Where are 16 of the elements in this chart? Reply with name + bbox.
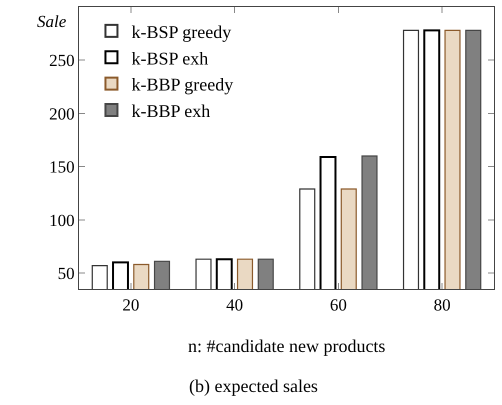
legend-label: k-BSP exh — [131, 48, 208, 68]
x-tick-label: 20 — [122, 295, 140, 314]
x-tick-label: 40 — [226, 295, 244, 314]
y-axis-title: Sale — [37, 12, 67, 31]
x-tick-label: 80 — [434, 295, 451, 314]
x-axis-title: n: #candidate new products — [188, 336, 386, 356]
text: (b) expected sales — [189, 376, 318, 396]
legend-label: k-BBP greedy — [131, 74, 234, 95]
y-tick-label: 250 — [49, 51, 75, 70]
x-tick-label: 60 — [330, 295, 347, 314]
y-tick-label: 100 — [49, 210, 75, 230]
legend-label: k-BBP exh — [131, 101, 210, 122]
y-tick-label: 50 — [58, 264, 75, 283]
y-tick-label: 200 — [49, 104, 75, 124]
y-tick-label: 150 — [49, 158, 75, 177]
legend-label: k-BSP greedy — [131, 22, 232, 42]
